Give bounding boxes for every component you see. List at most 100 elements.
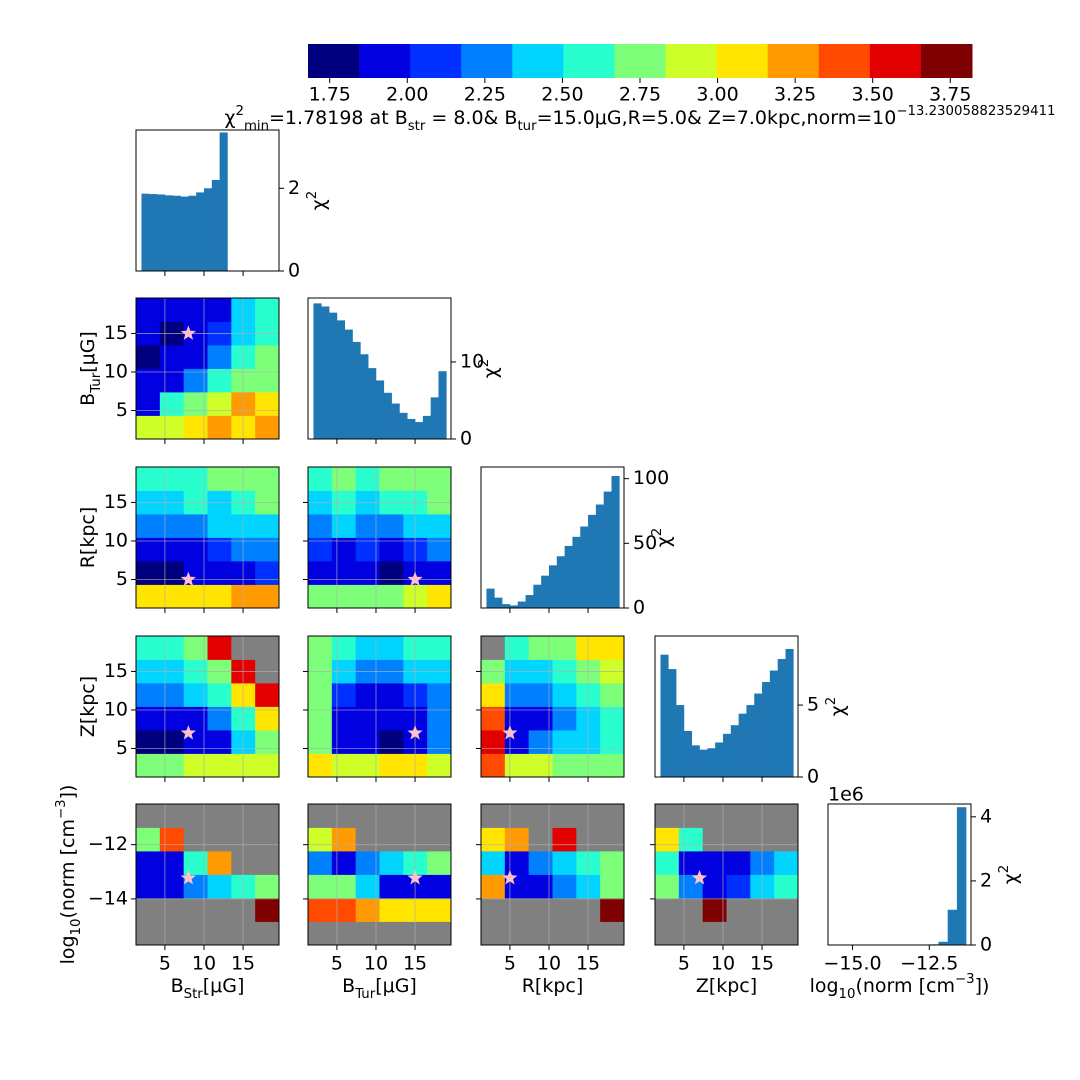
hist-bar	[196, 192, 205, 271]
heatmap-cell	[655, 921, 680, 946]
heatmap-cell	[504, 753, 530, 778]
y-axis-label-part: B	[77, 393, 99, 406]
hist-bar	[407, 418, 416, 439]
heatmap-cell	[207, 415, 232, 440]
heatmap-cell	[159, 537, 185, 562]
hist-bar	[438, 371, 447, 439]
heatmap-cell	[481, 636, 506, 660]
y-axis-label-part: 2	[477, 359, 492, 367]
heatmap-cell	[308, 561, 333, 585]
heatmap-cell	[308, 874, 333, 899]
chart-title-part: =15.0μG,R=5.0& Z=7.0kpc,norm=10	[537, 107, 897, 129]
heatmap-cell	[159, 804, 185, 828]
heatmap-cell	[308, 730, 333, 754]
y-tick-label: −14	[88, 887, 128, 909]
best-fit-marker	[502, 870, 518, 885]
heatmap-cell	[427, 683, 452, 707]
y-axis-label: χ2	[305, 191, 330, 210]
heatmap-cell	[207, 874, 232, 899]
heatmap-cell	[504, 851, 530, 875]
heatmap-cell	[774, 874, 799, 899]
heatmap-cell	[331, 921, 357, 946]
heatmap-cell	[159, 636, 185, 660]
heatmap-cell	[600, 827, 625, 852]
heatmap-cell	[207, 683, 232, 707]
hist-bar	[556, 556, 565, 608]
heatmap-cell	[702, 851, 727, 875]
y-tick-label: 5	[116, 568, 128, 590]
y-tick-label: 100	[633, 467, 669, 489]
x-axis-label-part: Str	[184, 987, 204, 1002]
hist-bar	[588, 514, 597, 608]
colorbar-tick-label: 2.25	[464, 84, 506, 106]
heatmap-cell	[678, 804, 704, 828]
y-tick-label: 5	[116, 399, 128, 421]
best-fit-marker	[407, 571, 423, 586]
x-axis-label-part: cm	[926, 975, 955, 997]
y-tick-label: 2	[288, 177, 300, 199]
hist-bar	[611, 476, 620, 608]
x-axis-label-part: −3	[955, 972, 975, 987]
heatmap-cell	[504, 804, 530, 828]
heatmap-cell	[379, 467, 404, 491]
heatmap-cell	[427, 584, 452, 609]
heatmap-cell	[331, 706, 357, 731]
y-tick-label: 0	[807, 766, 819, 788]
heatmap-cell	[308, 683, 333, 707]
heatmap-cell	[136, 392, 161, 416]
y-axis-label-part: χ	[827, 705, 849, 716]
hist-bar	[785, 648, 794, 777]
heatmap-cell	[427, 827, 452, 852]
x-axis-label-part: Z[kpc]	[696, 975, 757, 997]
heatmap-cell	[427, 804, 452, 828]
heatmap-cell	[552, 874, 577, 899]
heatmap-cell	[379, 804, 404, 828]
x-tick-label: 15	[231, 953, 255, 975]
heatmap-cell	[331, 827, 357, 852]
heatmap-cell	[427, 851, 452, 875]
best-fit-marker	[407, 725, 423, 740]
hist-bar	[141, 193, 150, 271]
heatmap-cell	[183, 514, 208, 538]
heatmap-cell	[600, 730, 625, 754]
hist-bar	[164, 195, 174, 271]
heatmap-cell	[183, 415, 208, 440]
hist-bar	[180, 196, 189, 271]
heatmap-cell	[207, 706, 232, 731]
heatmap-cell	[379, 514, 404, 538]
heatmap-cell	[379, 874, 404, 899]
heatmap-cell	[504, 706, 530, 731]
heatmap-cell	[726, 804, 751, 828]
heatmap-cell	[207, 298, 232, 322]
heatmap-cell	[678, 898, 704, 922]
heatmap-cell	[308, 921, 333, 946]
colorbar-segment	[818, 44, 871, 78]
hist-bar	[149, 194, 158, 271]
heatmap-cell	[427, 874, 452, 899]
heatmap-cell	[255, 706, 280, 731]
axes-frame	[480, 635, 625, 778]
x-tick-label: 10	[711, 953, 735, 975]
hist-bar	[938, 941, 948, 945]
heatmap-cell	[331, 851, 357, 875]
colorbar-tick-label: 2.50	[541, 84, 583, 106]
colorbar-tick-label: 1.75	[309, 84, 351, 106]
hist-bar	[715, 742, 724, 777]
heatmap-cell	[552, 921, 577, 946]
heatmap-cell	[702, 898, 727, 922]
y-axis-label: R[kpc]	[77, 507, 99, 569]
hist-bar	[722, 733, 732, 777]
axis-offset-label: 1e6	[828, 784, 864, 806]
y-tick-label: 10	[460, 350, 484, 372]
hist-bar	[344, 329, 353, 439]
heatmap-cell	[774, 851, 799, 875]
heatmap-cell	[136, 467, 161, 491]
hist-bar	[157, 194, 166, 271]
heatmap-cell	[207, 561, 232, 585]
hist-bar	[336, 320, 346, 439]
heatmap-cell	[528, 921, 553, 946]
colorbar-tick-label: 3.50	[852, 84, 894, 106]
colorbar-segment	[716, 44, 769, 78]
heatmap-cell	[207, 804, 232, 828]
heatmap-cell	[159, 827, 185, 852]
